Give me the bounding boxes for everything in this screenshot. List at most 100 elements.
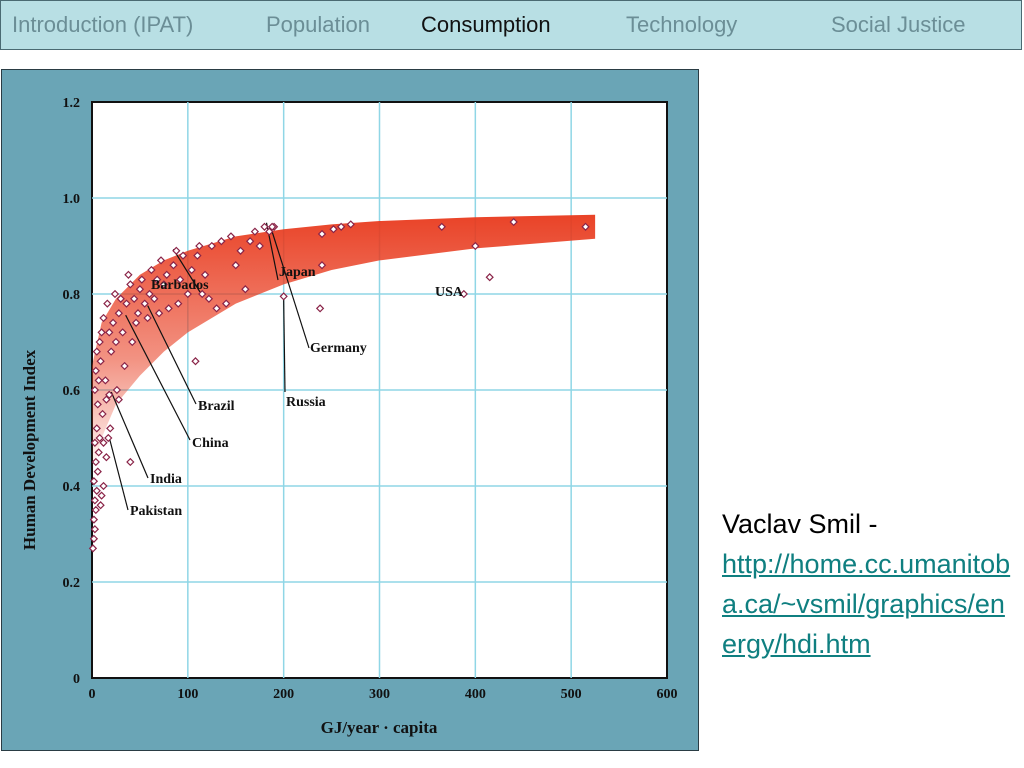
data-point [106, 424, 115, 433]
data-point [103, 299, 112, 308]
data-point [95, 433, 104, 443]
annotation-brazil: Brazil [198, 399, 235, 414]
data-point [102, 395, 111, 404]
data-point [137, 275, 146, 284]
data-point [178, 251, 188, 260]
data-point [122, 299, 131, 308]
annotation-leader-line [125, 314, 191, 441]
data-point [105, 328, 114, 337]
tab-population[interactable]: Population [266, 12, 370, 37]
data-point [94, 376, 103, 385]
data-point [90, 496, 100, 505]
y-tick-label: 0.6 [63, 384, 81, 399]
tab-consumption[interactable]: Consumption [421, 12, 551, 37]
data-point [471, 241, 480, 251]
annotation-japan: Japan [279, 265, 316, 280]
data-point [88, 544, 98, 553]
data-point [91, 505, 100, 515]
annotation-leader-line [147, 305, 197, 405]
data-point [140, 299, 149, 308]
hdi-energy-chart: 0 100 200 300 400 500 600 0 0.2 0.4 0.6 0.8 1.0 1.2 B… [20, 96, 678, 737]
data-point [89, 477, 99, 486]
data-point [187, 265, 196, 275]
data-point [110, 289, 120, 299]
data-point [120, 361, 129, 371]
data-point [114, 309, 123, 318]
annotation-leader-line [271, 232, 310, 349]
data-point [90, 525, 100, 534]
data-point [135, 285, 145, 294]
data-point [169, 261, 178, 270]
data-point [91, 457, 100, 467]
data-point [98, 409, 107, 419]
trend-band [92, 214, 596, 477]
data-point [265, 227, 274, 236]
data-point [162, 270, 171, 279]
data-point [130, 294, 139, 303]
x-axis-label: GJ/year · capita [321, 718, 438, 737]
data-point [241, 285, 250, 294]
annotation-russia: Russia [286, 395, 326, 410]
data-point [95, 337, 104, 347]
data-point [459, 289, 468, 299]
y-tick-label: 0.4 [63, 480, 81, 495]
tab-introduction-ipat[interactable]: Introduction (IPAT) [12, 12, 194, 37]
data-point [131, 318, 141, 327]
source-credit: Vaclav Smil - http://home.cc.umanitoba.c… [722, 504, 1012, 664]
data-point [92, 486, 101, 495]
annotation-china: China [192, 436, 229, 451]
data-point [118, 328, 127, 337]
data-point [93, 400, 102, 409]
data-point [337, 222, 346, 231]
data-point [114, 395, 123, 404]
data-point [97, 328, 106, 337]
data-point [99, 481, 108, 491]
data-point [96, 357, 105, 366]
data-point [183, 289, 192, 299]
credit-author: Vaclav Smil - [722, 509, 878, 539]
y-axis-label: Human Development Index [20, 349, 39, 550]
data-point [104, 433, 113, 443]
data-point [128, 337, 137, 347]
y-tick-label: 1.0 [63, 192, 81, 207]
data-point [90, 438, 100, 447]
annotation-pakistan: Pakistan [130, 504, 182, 519]
data-point [99, 438, 108, 447]
tab-social-justice[interactable]: Social Justice [831, 12, 966, 37]
data-point [111, 337, 121, 347]
data-point [107, 347, 116, 356]
data-point [99, 313, 108, 323]
data-point [164, 304, 173, 313]
data-point [108, 318, 118, 327]
data-point [89, 515, 99, 524]
data-point [116, 294, 125, 303]
x-tick-label: 200 [273, 687, 294, 702]
data-point [198, 289, 207, 299]
data-point [207, 241, 216, 251]
data-point [174, 299, 183, 308]
tab-technology[interactable]: Technology [626, 12, 738, 37]
data-point [250, 227, 260, 236]
data-point [437, 222, 446, 231]
data-points [88, 217, 590, 553]
data-point [268, 222, 277, 231]
source-link[interactable]: http://home.cc.umanitoba.ca/~vsmil/graph… [722, 549, 1011, 659]
data-point [90, 385, 100, 395]
data-point [255, 241, 264, 251]
annotation-barbados: Barbados [151, 278, 209, 293]
data-point [92, 347, 101, 356]
y-tick-label: 0.2 [63, 576, 81, 591]
data-point [236, 246, 245, 255]
annotation-leader-line [108, 437, 129, 511]
data-point [153, 275, 162, 284]
annotation-germany: Germany [310, 341, 367, 356]
data-point [191, 357, 200, 366]
data-point [315, 304, 325, 313]
data-point [195, 241, 204, 251]
y-tick-label: 0.8 [63, 288, 81, 303]
x-tick-label: 400 [465, 687, 486, 702]
data-point [485, 273, 494, 282]
data-point [346, 220, 355, 229]
data-point [156, 256, 166, 265]
data-point [145, 289, 154, 299]
